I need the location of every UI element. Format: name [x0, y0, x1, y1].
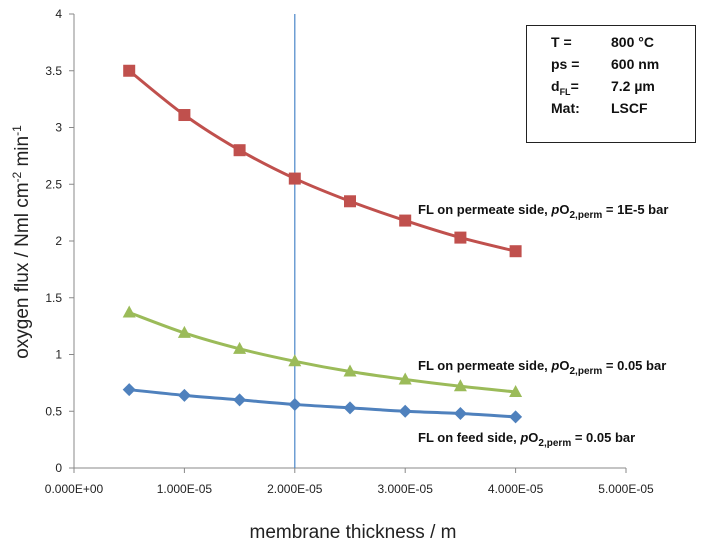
- info-value: 7.2 µm: [611, 78, 655, 94]
- data-point-diamond: [343, 401, 357, 415]
- data-point-triangle: [398, 372, 412, 385]
- annotation-series-2: FL on permeate side, pO2,perm = 0.05 bar: [418, 358, 666, 377]
- y-tick-label: 0: [55, 461, 62, 475]
- data-point-square: [454, 231, 467, 244]
- y-axis-title-exp1: -2: [10, 171, 24, 182]
- data-point-triangle: [343, 364, 357, 377]
- info-row-fl-thickness: dFL= 7.2 µm: [527, 78, 697, 98]
- annotation-series-3: FL on feed side, pO2,perm = 0.05 bar: [418, 430, 635, 449]
- data-point-diamond: [177, 388, 191, 402]
- data-point-triangle: [233, 341, 247, 354]
- y-tick-label: 2.5: [45, 177, 62, 191]
- x-tick-label: 4.000E-05: [488, 482, 544, 496]
- data-point-square: [123, 64, 136, 77]
- data-point-square: [509, 245, 522, 258]
- info-row-pore-size: ps = 600 nm: [527, 56, 697, 76]
- info-key: dFL=: [551, 78, 579, 97]
- tick-layer: 0.000E+00 1.000E-05 2.000E-05 3.000E-05 4.00…: [45, 7, 654, 496]
- data-point-triangle: [288, 354, 302, 367]
- y-axis-title-text: oxygen flux / Nml cm: [12, 182, 33, 358]
- annotation-series-1: FL on permeate side, pO2,perm = 1E-5 bar: [418, 202, 668, 221]
- info-row-temperature: T = 800 °C: [527, 34, 697, 54]
- data-point-diamond: [233, 393, 247, 407]
- data-point-diamond: [509, 410, 523, 424]
- x-tick-label: 3.000E-05: [378, 482, 434, 496]
- x-tick-label: 1.000E-05: [157, 482, 213, 496]
- data-point-square: [399, 214, 412, 227]
- data-point-triangle: [122, 305, 136, 318]
- x-tick-label: 5.000E-05: [598, 482, 654, 496]
- data-point-square: [344, 195, 356, 208]
- data-point-diamond: [122, 383, 136, 397]
- info-value: 800 °C: [611, 34, 654, 50]
- y-tick-label: 1.5: [45, 291, 62, 305]
- y-tick-label: 3.5: [45, 64, 62, 78]
- data-point-square: [178, 109, 191, 122]
- data-point-triangle: [453, 379, 467, 392]
- data-point-triangle: [177, 325, 191, 338]
- y-tick-label: 3: [55, 121, 62, 135]
- y-axis-title: oxygen flux / Nml cm-2 min-1: [10, 125, 33, 359]
- x-axis-title: membrane thickness / m: [250, 522, 457, 543]
- y-tick-label: 0.5: [45, 404, 62, 418]
- x-tick-label: 0.000E+00: [45, 482, 104, 496]
- data-point-diamond: [288, 397, 302, 411]
- series-line-1: [128, 69, 516, 253]
- y-tick-label: 4: [55, 7, 62, 21]
- parameter-box: T = 800 °C ps = 600 nm dFL= 7.2 µm Mat: …: [526, 25, 696, 143]
- info-key: T =: [551, 34, 572, 50]
- y-tick-label: 2: [55, 234, 62, 248]
- data-point-square: [288, 172, 301, 185]
- info-value: LSCF: [611, 100, 648, 116]
- data-point-diamond: [398, 404, 412, 418]
- info-row-material: Mat: LSCF: [527, 100, 697, 120]
- info-value: 600 nm: [611, 56, 660, 72]
- series-line-2: [128, 311, 516, 394]
- info-key: ps =: [551, 56, 580, 72]
- info-key: Mat:: [551, 100, 580, 116]
- y-axis-title-exp2: -1: [10, 125, 24, 136]
- data-point-triangle: [509, 384, 523, 397]
- x-tick-label: 2.000E-05: [267, 482, 323, 496]
- y-tick-label: 1: [55, 348, 62, 362]
- y-axis-title-unit: min: [12, 136, 33, 172]
- series-layer: [122, 64, 523, 424]
- data-point-square: [233, 144, 246, 157]
- data-point-diamond: [453, 407, 467, 421]
